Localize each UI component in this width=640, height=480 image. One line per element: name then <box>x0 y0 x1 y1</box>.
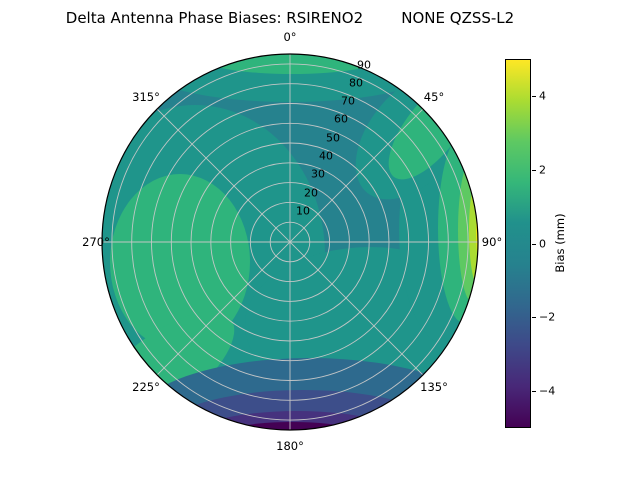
r-label-40: 40 <box>319 149 333 163</box>
r-label-90: 90 <box>357 58 371 72</box>
colorbar-tick-label-2: 2 <box>539 163 546 177</box>
r-label-70: 70 <box>341 94 355 108</box>
colorbar-tick <box>532 244 536 245</box>
r-label-60: 60 <box>334 112 348 126</box>
colorbar-axis-label: Bias (mm) <box>553 213 567 273</box>
theta-label-270: 270° <box>82 235 110 249</box>
r-label-50: 50 <box>326 131 340 145</box>
theta-label-315: 315° <box>132 90 160 104</box>
polar-boundary <box>101 53 479 431</box>
colorbar-tick <box>532 317 536 318</box>
r-label-10: 10 <box>296 204 310 218</box>
colorbar-tick <box>532 170 536 171</box>
r-label-80: 80 <box>349 76 363 90</box>
theta-label-225: 225° <box>132 380 160 394</box>
colorbar-gradient <box>505 59 531 428</box>
theta-label-135: 135° <box>420 380 448 394</box>
theta-label-90: 90° <box>481 235 503 249</box>
colorbar-tick-label-m2: −2 <box>539 310 556 324</box>
r-label-30: 30 <box>311 167 325 181</box>
contour-band-3-4 <box>469 177 478 285</box>
colorbar-tick <box>532 96 536 97</box>
theta-label-180: 180° <box>276 439 304 453</box>
colorbar-tick <box>532 391 536 392</box>
chart-title: Delta Antenna Phase Biases: RSIRENO2 NON… <box>65 9 515 27</box>
r-label-20: 20 <box>304 186 318 200</box>
polar-grid <box>102 54 478 430</box>
theta-label-0: 0° <box>283 30 297 44</box>
colorbar-tick-label-0: 0 <box>539 237 546 251</box>
theta-label-45: 45° <box>423 90 445 104</box>
colorbar-tick-label-4: 4 <box>539 89 546 103</box>
colorbar-tick-label-m4: −4 <box>539 384 556 398</box>
contour-band-m3-m2 <box>163 390 443 430</box>
